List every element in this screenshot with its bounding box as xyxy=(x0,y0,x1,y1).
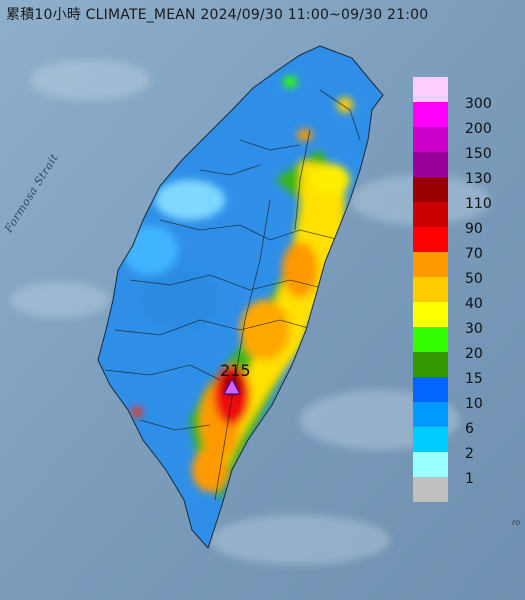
legend-label: 6 xyxy=(465,421,474,437)
legend-swatch xyxy=(413,327,448,352)
legend-row: 50 xyxy=(413,252,519,286)
legend-swatch xyxy=(413,477,448,502)
legend-row: 30 xyxy=(413,302,519,336)
color-legend: 300 200 150 130 110 90 70 50 40 30 20 15 10 6 2 1 xyxy=(413,77,519,502)
legend-label: 70 xyxy=(465,246,483,262)
legend-row: 40 xyxy=(413,277,519,311)
legend-swatch xyxy=(413,352,448,377)
map-title: 累積10小時 CLIMATE_MEAN 2024/09/30 11:00~09/… xyxy=(6,7,429,23)
legend-swatch xyxy=(413,152,448,177)
peak-value-label: 215 xyxy=(220,361,251,380)
legend-label: 10 xyxy=(465,396,483,412)
legend-swatch xyxy=(413,177,448,202)
legend-swatch xyxy=(413,277,448,302)
cloud-texture xyxy=(10,60,490,565)
legend-row: 10 xyxy=(413,377,519,411)
legend-label: 15 xyxy=(465,371,483,387)
legend-label: 200 xyxy=(465,121,492,137)
edge-mark: ro xyxy=(512,518,521,527)
legend-label: 50 xyxy=(465,271,483,287)
legend-swatch xyxy=(413,102,448,127)
legend-label: 110 xyxy=(465,196,492,212)
legend-row: 150 xyxy=(413,127,519,161)
legend-swatch xyxy=(413,452,448,477)
legend-swatch xyxy=(413,77,448,102)
legend-label: 130 xyxy=(465,171,492,187)
legend-swatch xyxy=(413,202,448,227)
legend-label: 90 xyxy=(465,221,483,237)
legend-row xyxy=(413,477,519,502)
legend-label: 150 xyxy=(465,146,492,162)
legend-row: 6 xyxy=(413,402,519,436)
legend-swatch xyxy=(413,402,448,427)
legend-row: 110 xyxy=(413,177,519,211)
legend-label: 20 xyxy=(465,346,483,362)
coastline xyxy=(97,45,384,549)
legend-swatch xyxy=(413,127,448,152)
legend-swatch xyxy=(413,302,448,327)
legend-row: 15 xyxy=(413,352,519,386)
legend-label: 300 xyxy=(465,96,492,112)
legend-row: 90 xyxy=(413,202,519,236)
legend-row: 2 xyxy=(413,427,519,461)
legend-swatch xyxy=(413,377,448,402)
legend-row: 300 xyxy=(413,77,519,111)
legend-swatch xyxy=(413,427,448,452)
legend-label: 1 xyxy=(465,471,474,487)
legend-row: 1 xyxy=(413,452,519,486)
legend-row: 200 xyxy=(413,102,519,136)
legend-row: 130 xyxy=(413,152,519,186)
peak-triangle-icon xyxy=(223,377,241,395)
county-boundaries xyxy=(104,89,361,501)
legend-swatch xyxy=(413,227,448,252)
legend-swatch xyxy=(413,252,448,277)
legend-label: 2 xyxy=(465,446,474,462)
legend-label: 30 xyxy=(465,321,483,337)
legend-label: 40 xyxy=(465,296,483,312)
legend-row: 20 xyxy=(413,327,519,361)
legend-row: 70 xyxy=(413,227,519,261)
